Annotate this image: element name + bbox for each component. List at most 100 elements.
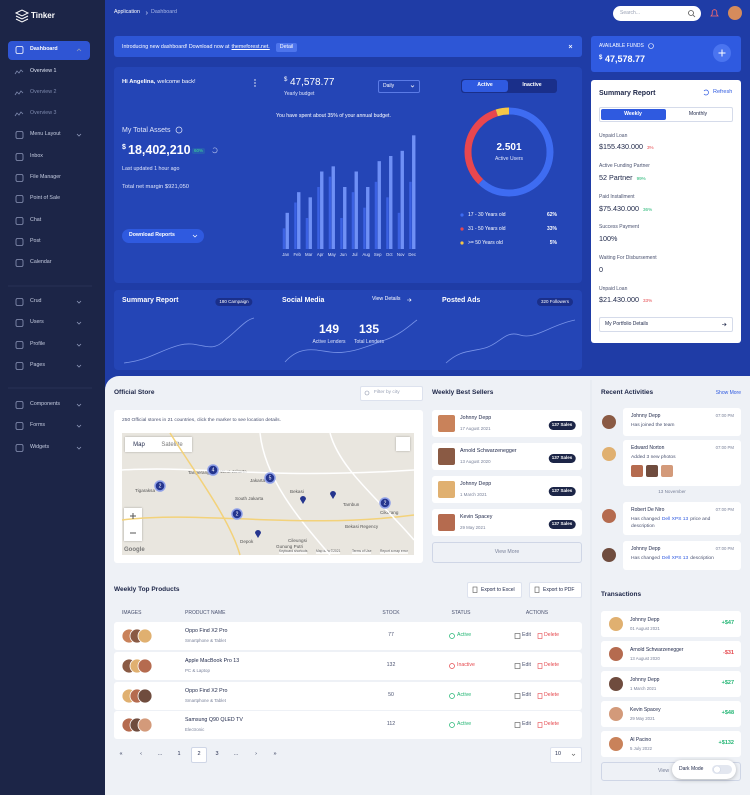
menu-item[interactable]: Overview 3	[30, 110, 57, 117]
summary-title: Summary Report	[599, 89, 656, 97]
banner-link[interactable]: themeforest.net.	[231, 44, 270, 50]
summary-value: $75.430.000 36%	[599, 203, 653, 213]
edit-action[interactable]: Edit	[522, 692, 531, 699]
breadcrumb: Dashboard	[151, 9, 177, 16]
sales-badge: 137 Sales	[548, 421, 576, 430]
export-button[interactable]	[467, 582, 522, 598]
filter-placeholder: Filter by city	[374, 390, 400, 396]
menu-item[interactable]: Users	[30, 319, 44, 326]
export-label[interactable]: Export to Excel	[481, 586, 515, 593]
x-tick-label: Apr	[316, 251, 324, 257]
transaction-amount: +$47	[721, 620, 734, 627]
assets-change: 60%	[192, 147, 206, 155]
sales-badge: 137 Sales	[548, 520, 576, 529]
menu-item[interactable]: Pages	[30, 362, 46, 369]
x-tick-label: May	[327, 251, 336, 257]
activity-link[interactable]: Dell XPS 13	[661, 517, 689, 522]
summary-label: Active Funding Partner	[599, 163, 650, 170]
toggle-track[interactable]	[712, 765, 732, 774]
delete-action[interactable]: Delete	[544, 662, 559, 669]
dark-mode-toggle[interactable]	[672, 760, 736, 779]
menu-item[interactable]: Point of Sale	[30, 195, 61, 202]
page-link[interactable]: ...	[157, 751, 163, 758]
view-label[interactable]: View	[658, 767, 670, 774]
column-header: ACTIONS	[525, 609, 549, 616]
product-row	[114, 622, 582, 650]
tab[interactable]: Monthly	[688, 110, 708, 117]
search-box[interactable]	[613, 6, 701, 21]
transaction-card	[601, 731, 741, 757]
menu-item[interactable]: Widgets	[30, 444, 50, 451]
page-size[interactable]: 10	[555, 751, 561, 758]
page-link[interactable]: »	[273, 751, 277, 758]
menu-item[interactable]: Inbox	[30, 153, 43, 160]
page-link[interactable]: ...	[233, 751, 239, 758]
portfolio-label[interactable]: My Portfolio Details	[605, 321, 649, 327]
section-title: Transactions	[601, 590, 642, 598]
tab[interactable]: Weekly	[624, 110, 642, 117]
export-button[interactable]	[529, 582, 582, 598]
menu-item[interactable]: Overview 2	[30, 89, 57, 96]
delete-action[interactable]: Delete	[544, 721, 559, 728]
summary-card	[591, 80, 741, 343]
summary-label: Paid Installment	[599, 193, 635, 200]
edit-action[interactable]: Edit	[522, 662, 531, 669]
x-tick-label: Feb	[293, 251, 301, 257]
delete-action[interactable]: Delete	[544, 632, 559, 639]
filter-input[interactable]	[360, 386, 423, 401]
menu-item[interactable]: Components	[30, 401, 61, 408]
menu-item[interactable]: Overview 1	[30, 68, 57, 75]
delete-action[interactable]: Delete	[544, 692, 559, 699]
transaction-card	[601, 611, 741, 637]
tab[interactable]: Active	[477, 82, 493, 89]
page-link[interactable]: 3	[215, 751, 219, 758]
active-tab[interactable]	[462, 80, 508, 92]
map-tab[interactable]: Map	[133, 441, 145, 448]
menu-item[interactable]: Dashboard	[30, 46, 58, 53]
view-more-button[interactable]	[432, 542, 582, 563]
menu-item[interactable]: Profile	[30, 341, 46, 348]
page-link[interactable]: ›	[255, 751, 257, 758]
edit-action[interactable]: Edit	[522, 721, 531, 728]
transaction-amount: -$31	[722, 650, 734, 657]
menu-item[interactable]: Crud	[30, 298, 42, 305]
page-link[interactable]: 1	[177, 751, 181, 758]
view-details[interactable]: View Details	[372, 296, 401, 303]
period-select[interactable]	[378, 80, 420, 93]
download-label[interactable]: Download Reports	[129, 232, 175, 239]
portfolio-button[interactable]	[599, 317, 733, 332]
period-label[interactable]: Daily	[383, 83, 395, 89]
summary-label: Success Payment	[599, 224, 640, 231]
page-link[interactable]: ‹	[140, 751, 142, 758]
updated-text: Last updated 1 hour ago	[122, 166, 180, 173]
zoom-control[interactable]	[124, 508, 142, 541]
menu-item[interactable]: Menu Layout	[30, 131, 61, 138]
transaction-name: Arnold Schwarzenegger	[630, 646, 684, 653]
menu-item[interactable]: File Manager	[30, 174, 61, 181]
menu-item[interactable]: Forms	[30, 422, 46, 429]
download-button[interactable]	[122, 229, 204, 243]
menu-item[interactable]: Post	[30, 238, 41, 245]
menu-item[interactable]: Calendar	[30, 259, 52, 266]
export-label[interactable]: Export to PDF	[543, 586, 575, 593]
refresh-link[interactable]: Refresh	[713, 88, 733, 95]
activity-link[interactable]: Dell XPS 13	[661, 556, 689, 561]
x-tick-label: Jul	[352, 251, 358, 257]
dark-mode-label[interactable]: Dark Mode	[679, 766, 704, 772]
active-tab[interactable]	[601, 109, 666, 120]
page-link[interactable]: «	[119, 751, 123, 758]
show-more[interactable]: Show More	[715, 389, 741, 396]
fullscreen-button[interactable]	[396, 437, 410, 451]
view-more-label[interactable]: View More	[494, 548, 520, 555]
seller-date: 1 March 2021	[460, 491, 487, 497]
tab[interactable]: Inactive	[522, 82, 542, 89]
map-tab[interactable]: Satellite	[161, 441, 183, 448]
assets-amount: 18,402,210	[128, 142, 191, 157]
edit-action[interactable]: Edit	[522, 632, 531, 639]
page-link[interactable]: 2	[197, 751, 201, 758]
map-label: Jakarta	[250, 477, 266, 483]
activity-photo	[661, 465, 673, 477]
detail-button[interactable]: Detail	[275, 43, 298, 53]
page-size-select[interactable]	[550, 747, 582, 763]
menu-item[interactable]: Chat	[30, 217, 42, 224]
